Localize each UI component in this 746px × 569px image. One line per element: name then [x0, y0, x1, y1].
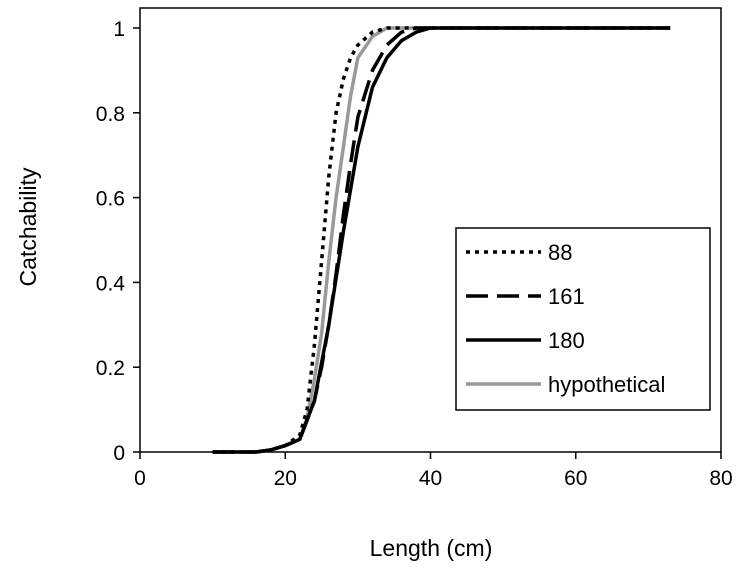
legend: 88 161 180 hypothetical: [455, 227, 711, 411]
legend-box: [455, 227, 711, 411]
y-tick-label: 0: [113, 442, 125, 465]
y-axis: 0 0.2 0.4 0.6 0.8 1: [96, 18, 140, 465]
x-tick-label: 80: [709, 467, 732, 490]
y-tick-label: 0.2: [96, 357, 125, 380]
legend-label-180: 180: [548, 328, 585, 353]
x-axis: 0 20 40 60 80: [134, 452, 733, 490]
y-tick-label: 1: [113, 18, 125, 41]
legend-label-88: 88: [548, 240, 572, 265]
x-tick-label: 20: [274, 467, 297, 490]
x-axis-title: Length (cm): [370, 535, 493, 561]
series-line-180: [212, 26, 671, 454]
y-tick-label: 0.8: [96, 103, 125, 126]
x-tick-label: 60: [564, 467, 587, 490]
y-axis-title: Catchability: [15, 167, 41, 286]
series-line-88: [212, 26, 671, 454]
x-tick-label: 40: [419, 467, 442, 490]
x-tick-label: 0: [134, 467, 146, 490]
y-tick-label: 0.4: [96, 272, 126, 295]
series-layer: [212, 26, 671, 454]
y-tick-label: 0.6: [96, 188, 125, 211]
legend-label-161: 161: [548, 284, 585, 309]
legend-label-hypothetical: hypothetical: [548, 372, 665, 397]
